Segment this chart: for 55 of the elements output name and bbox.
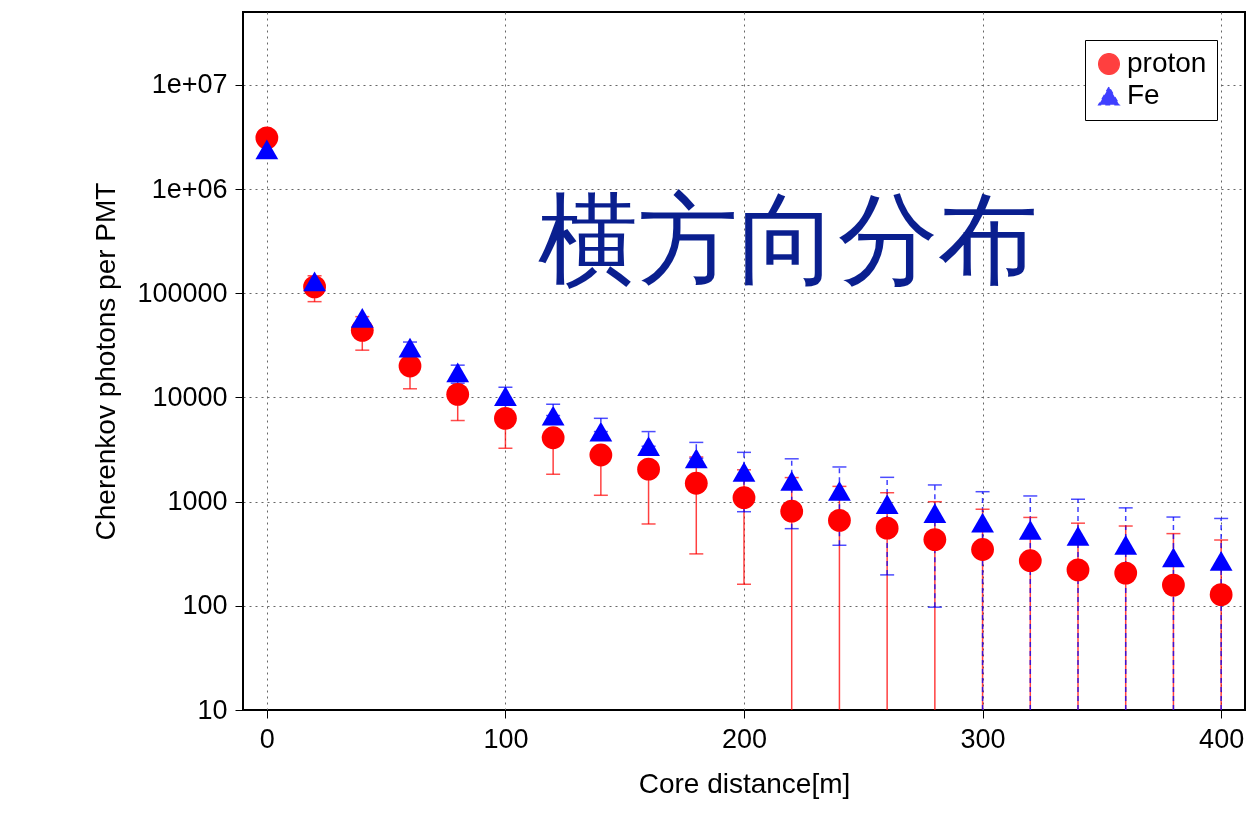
point (684, 471, 708, 495)
annotation: 横方向分布 (538, 183, 1038, 295)
legend-label: proton (1127, 47, 1207, 78)
point (732, 461, 756, 482)
legend-label: Fe (1127, 79, 1160, 110)
point (1066, 558, 1090, 582)
y-tick-label: 100000 (137, 277, 228, 308)
y-tick-label: 10000 (152, 381, 228, 412)
point (446, 382, 470, 406)
point (780, 499, 804, 523)
point (1162, 547, 1185, 568)
point (684, 448, 708, 469)
point (494, 386, 517, 406)
x-tick-label: 100 (483, 723, 529, 754)
y-axis-title: Cherenkov photons per PMT (90, 182, 122, 541)
x-tick-label: 400 (1199, 723, 1245, 754)
point (1209, 583, 1233, 607)
point (446, 362, 470, 383)
point (589, 421, 613, 442)
point (1114, 535, 1138, 555)
point (923, 528, 947, 551)
point (350, 308, 374, 328)
point (303, 271, 326, 292)
point (541, 426, 565, 450)
point (828, 509, 851, 532)
y-tick-label: 100 (182, 590, 228, 621)
point (971, 538, 994, 561)
point (1114, 561, 1138, 585)
y-tick-label: 1e+07 (151, 69, 228, 100)
point (875, 516, 899, 540)
point (637, 436, 660, 457)
point (971, 512, 994, 533)
point (1209, 550, 1233, 571)
y-tick-label: 1000 (167, 486, 228, 517)
x-axis-title: Core distance[m] (638, 767, 851, 799)
point (1018, 520, 1042, 540)
point (637, 457, 660, 481)
point (1018, 549, 1042, 573)
point (923, 503, 947, 524)
point (780, 471, 804, 491)
point (1162, 573, 1185, 597)
y-tick-label: 1e+06 (151, 173, 228, 204)
point (541, 405, 565, 426)
point (255, 139, 279, 160)
point (494, 406, 517, 430)
point (732, 486, 756, 510)
point (875, 494, 899, 515)
x-tick-label: 0 (259, 723, 275, 754)
y-tick-label: 10 (197, 694, 228, 725)
point (398, 337, 422, 358)
x-tick-label: 300 (960, 723, 1006, 754)
x-tick-label: 200 (721, 723, 768, 754)
point (828, 480, 851, 501)
point (1066, 526, 1090, 546)
point (589, 443, 613, 467)
